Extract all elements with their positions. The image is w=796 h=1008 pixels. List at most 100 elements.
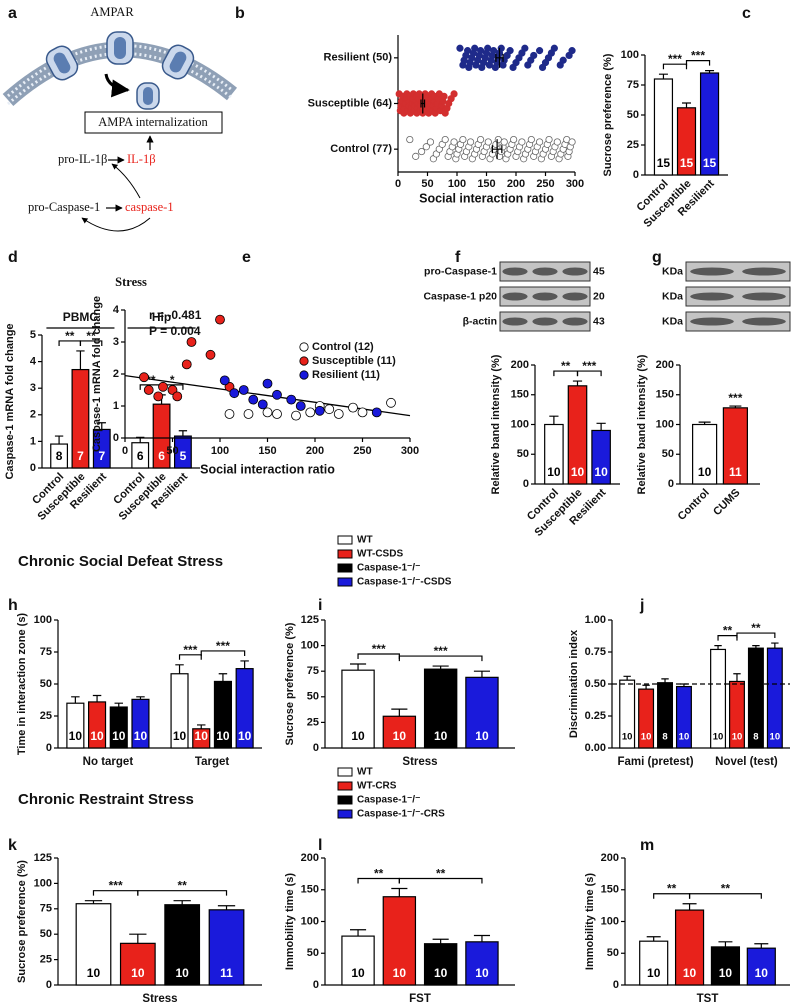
n-label: 10 — [175, 966, 189, 980]
significance-label: ** — [178, 879, 188, 893]
legend-swatch — [337, 781, 353, 791]
y-tick-label: 75 — [40, 903, 52, 915]
point — [348, 402, 358, 413]
point — [484, 44, 492, 52]
error-bar — [349, 929, 367, 937]
y-tick-label: 200 — [301, 852, 319, 864]
legend-label: Resilient (11) — [312, 369, 380, 381]
bar — [674, 909, 705, 986]
blot-band — [562, 292, 588, 301]
significance-label: *** — [109, 879, 123, 893]
blot-band — [532, 267, 558, 276]
point — [238, 385, 249, 395]
x-tick-label: 250 — [353, 445, 371, 457]
point — [521, 44, 529, 52]
point — [559, 56, 567, 64]
panel-label: d — [8, 249, 18, 266]
point — [553, 138, 561, 146]
error-bar — [549, 415, 559, 425]
bar — [619, 679, 636, 749]
product-label: IL-1β — [127, 152, 156, 166]
x-tick-label: 300 — [401, 445, 419, 457]
y-tick-label: 3 — [30, 382, 36, 394]
y-tick-label: 50 — [307, 947, 319, 959]
group-label: Novel (test) — [715, 756, 778, 768]
error-bar — [491, 145, 503, 154]
x-axis-label: Stress — [402, 756, 437, 768]
bar — [131, 698, 150, 749]
error-bar — [240, 660, 249, 669]
n-label: 10 — [732, 732, 743, 743]
y-tick-label: 0 — [46, 742, 52, 754]
point — [466, 138, 475, 146]
n-label: 10 — [216, 729, 230, 743]
error-bar — [714, 645, 722, 650]
bar — [152, 403, 171, 469]
point — [412, 152, 420, 160]
point — [510, 135, 518, 144]
significance-label: *** — [668, 52, 682, 66]
point — [215, 314, 225, 325]
category-label: Control (77) — [330, 143, 392, 155]
y-tick-label: 5 — [30, 329, 36, 341]
point — [224, 409, 235, 419]
y-tick-label: 0 — [313, 979, 319, 991]
error-bar — [178, 430, 188, 437]
y-tick-label: 4 — [30, 356, 37, 368]
blot-band — [742, 267, 786, 276]
n-label: 10 — [641, 732, 652, 743]
n-label: 8 — [56, 449, 63, 463]
y-tick-label: 0.50 — [585, 678, 606, 690]
error-bar — [642, 684, 650, 690]
error-bar — [473, 670, 491, 678]
x-axis-label: Social interaction ratio — [419, 191, 554, 205]
point — [530, 51, 538, 60]
point — [357, 407, 368, 418]
n-label: 7 — [98, 449, 105, 463]
error-bar — [197, 724, 206, 729]
y-tick-label: 75 — [307, 665, 319, 677]
y-tick-label: 1 — [30, 435, 36, 447]
y-axis-label: Sucrose preference (%) — [16, 860, 28, 983]
significance-bracket — [200, 650, 246, 656]
y-tick-label: 100 — [511, 418, 529, 430]
legend-label: WT — [357, 767, 373, 778]
n-label: 10 — [547, 465, 561, 479]
group-label: Fami (pretest) — [618, 756, 694, 768]
panel-label: g — [652, 249, 662, 266]
x-tick-label: 50 — [421, 178, 433, 190]
point — [371, 407, 382, 418]
y-axis-label: Discrimination index — [568, 629, 580, 738]
x-tick-label: 150 — [258, 445, 276, 457]
bar — [75, 903, 112, 986]
y-tick-label: 200 — [601, 852, 619, 864]
bar — [235, 668, 254, 749]
y-tick-label: 50 — [627, 109, 639, 121]
y-tick-label: 200 — [656, 359, 674, 371]
x-tick-label: 0 — [395, 178, 401, 190]
point — [333, 409, 344, 419]
point — [219, 375, 230, 386]
blot-label: KDa — [662, 315, 683, 327]
error-bar — [420, 99, 426, 108]
legend-swatch — [337, 563, 353, 573]
error-bar — [432, 938, 449, 944]
n-label: 6 — [137, 449, 144, 463]
panel-label: f — [455, 249, 461, 266]
point — [186, 337, 197, 347]
blot-kda: 20 — [593, 290, 605, 302]
significance-bracket — [398, 877, 483, 884]
x-axis-label: Stress — [142, 993, 177, 1005]
error-bar — [658, 73, 668, 79]
significance-bracket — [178, 654, 202, 660]
error-bar — [661, 678, 669, 683]
n-label: 10 — [571, 465, 585, 479]
error-bar — [217, 905, 236, 910]
arrow — [81, 217, 151, 232]
bar — [423, 943, 458, 986]
y-tick-label: 75 — [627, 79, 639, 91]
point — [464, 47, 472, 55]
bar — [423, 668, 458, 749]
point — [527, 135, 535, 144]
n-label: 11 — [729, 465, 742, 479]
